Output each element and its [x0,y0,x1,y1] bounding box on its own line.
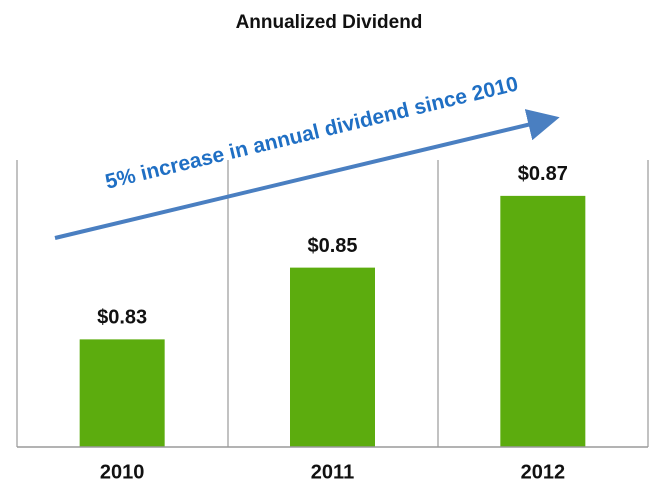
bar [79,339,165,447]
trend-arrow [54,109,560,240]
x-tick-label: 2012 [521,461,566,483]
bar [290,267,375,447]
plot: 2010 $0.83 2011 $0.85 2012 $0.87 [79,163,586,483]
value-label: $0.87 [518,163,568,185]
chart-title: Annualized Dividend [236,12,423,33]
value-label: $0.85 [307,235,357,257]
bar [500,195,586,447]
x-tick-label: 2010 [100,461,145,483]
value-label: $0.83 [97,307,147,329]
x-tick-label: 2011 [311,461,354,483]
